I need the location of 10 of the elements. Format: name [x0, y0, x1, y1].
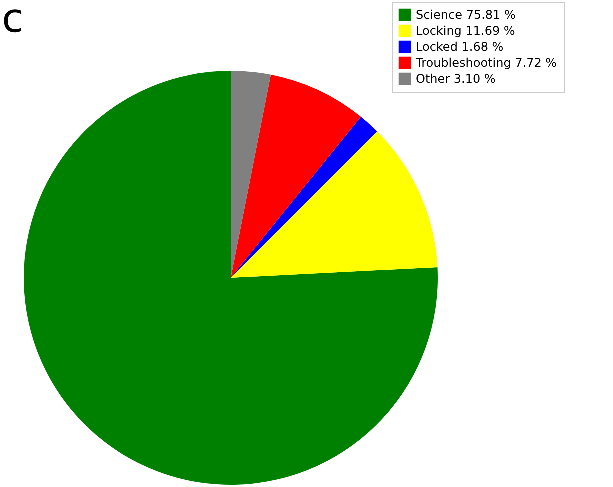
- pie-slice: [231, 117, 378, 278]
- pie-slice: [231, 74, 362, 278]
- legend-label: Locking 11.69 %: [416, 24, 516, 38]
- legend-label: Locked 1.68 %: [416, 40, 504, 54]
- legend-label: Science 75.81 %: [416, 8, 516, 22]
- legend-label: Troubleshooting 7.72 %: [415, 56, 558, 70]
- legend-label: Other 3.10 %: [416, 72, 496, 86]
- text: c: [2, 0, 24, 42]
- pie-slice: [231, 132, 438, 278]
- pie-slice: [231, 71, 272, 278]
